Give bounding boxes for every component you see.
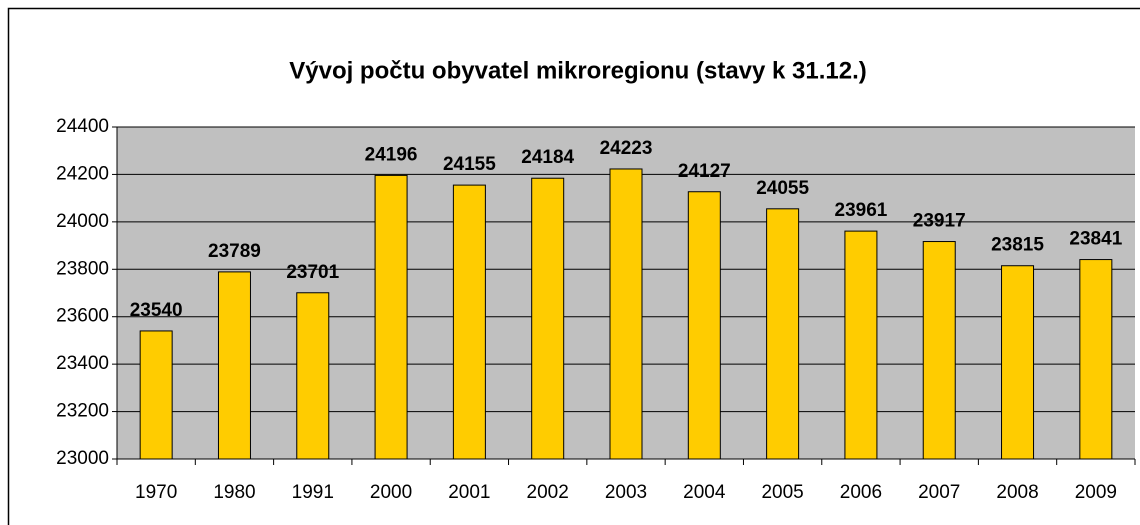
- y-tick-label: 23200: [56, 401, 109, 422]
- data-label: 23917: [913, 211, 966, 232]
- bar: [766, 208, 800, 460]
- x-tick-label: 2002: [527, 482, 569, 503]
- bar: [139, 330, 173, 460]
- bar: [1001, 265, 1035, 460]
- bar: [844, 230, 878, 460]
- bar: [452, 184, 486, 460]
- bar: [1079, 259, 1113, 460]
- x-tick-label: 2009: [1075, 482, 1117, 503]
- x-tick-label: 2001: [448, 482, 490, 503]
- bar: [687, 191, 721, 460]
- data-label: 23815: [991, 235, 1044, 256]
- x-tick-label: 1980: [213, 482, 255, 503]
- data-label: 24223: [600, 138, 653, 159]
- data-label: 24184: [521, 147, 574, 168]
- x-tick-label: 2000: [370, 482, 412, 503]
- x-tick-label: 2008: [996, 482, 1038, 503]
- y-tick-label: 23000: [56, 448, 109, 469]
- bar: [217, 271, 251, 460]
- data-label: 23789: [208, 241, 261, 262]
- data-label: 23961: [835, 200, 888, 221]
- data-label: 24196: [365, 144, 418, 165]
- data-label: 24127: [678, 161, 731, 182]
- bar: [531, 177, 565, 460]
- y-tick-label: 24400: [56, 116, 109, 137]
- chart-title: Vývoj počtu obyvatel mikroregionu (stavy…: [289, 57, 867, 84]
- x-tick-label: 2003: [605, 482, 647, 503]
- bar: [609, 168, 643, 460]
- y-tick-label: 23600: [56, 306, 109, 327]
- x-tick-label: 2006: [840, 482, 882, 503]
- y-tick-label: 23400: [56, 353, 109, 374]
- x-tick-label: 1970: [135, 482, 177, 503]
- y-tick-label: 24200: [56, 163, 109, 184]
- data-label: 23701: [286, 262, 339, 283]
- data-label: 23841: [1069, 229, 1122, 250]
- bar: [922, 241, 956, 460]
- bar: [374, 174, 408, 460]
- bar: [296, 292, 330, 460]
- y-tick-label: 23800: [56, 258, 109, 279]
- x-tick-label: 2004: [683, 482, 726, 503]
- data-label: 23540: [130, 300, 183, 321]
- x-tick-label: 1991: [292, 482, 334, 503]
- y-tick-label: 24000: [56, 211, 109, 232]
- x-tick-label: 2005: [761, 482, 803, 503]
- x-tick-label: 2007: [918, 482, 960, 503]
- data-label: 24155: [443, 154, 496, 175]
- data-label: 24055: [756, 178, 809, 199]
